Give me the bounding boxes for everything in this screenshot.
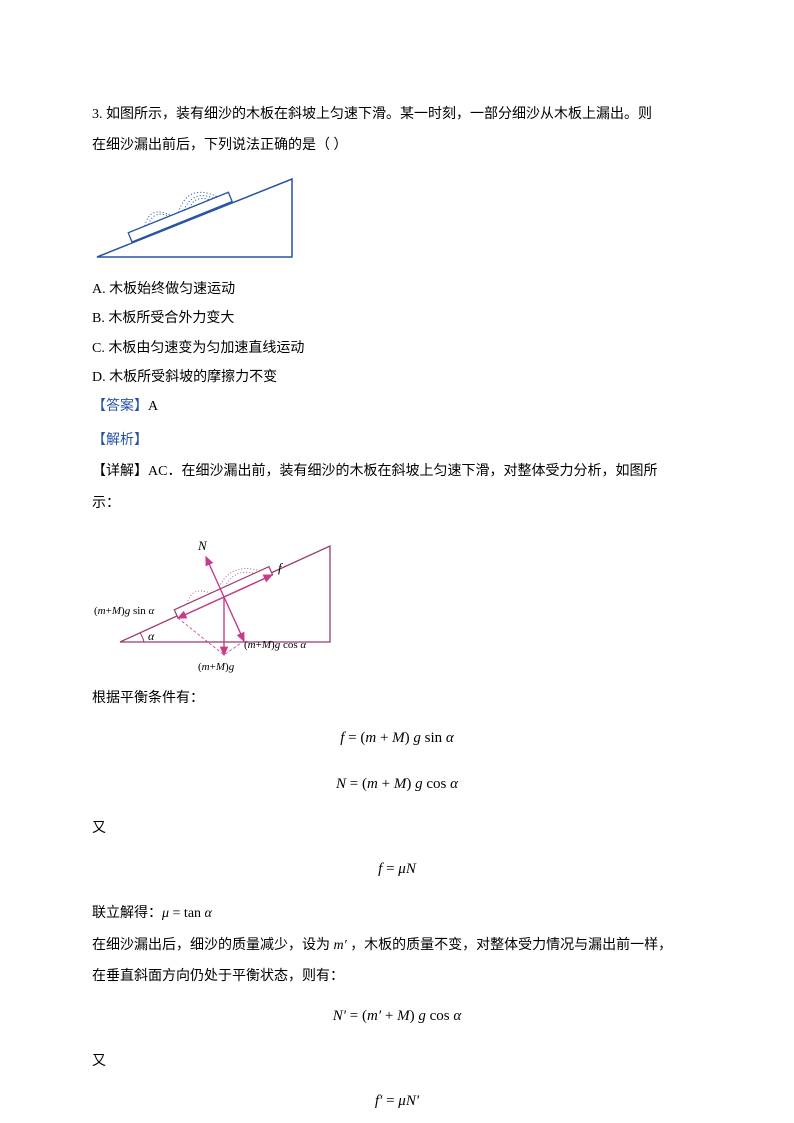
p2: 根据平衡条件有： (92, 684, 702, 713)
p5: 在细沙漏出后，细沙的质量减少，设为 m′ ，木板的质量不变，对整体受力情况与漏出… (92, 931, 702, 960)
answer-label: 【答案】 (92, 399, 148, 414)
question-stem-line1: 3. 如图所示，装有细沙的木板在斜坡上匀速下滑。某一时刻，一部分细沙从木板上漏出… (92, 100, 702, 129)
p4: 联立解得：μ = tan α (92, 899, 702, 928)
p4-math: μ = tan α (162, 906, 212, 921)
detail-label: 【详解】 (92, 464, 148, 479)
question-stem-line2: 在细沙漏出前后，下列说法正确的是（ ） (92, 131, 702, 160)
option-a: A. 木板始终做匀速运动 (92, 275, 702, 304)
label-alpha: α (148, 629, 155, 643)
option-c: C. 木板由匀速变为匀加速直线运动 (92, 334, 702, 363)
stem-text-1: 如图所示，装有细沙的木板在斜坡上匀速下滑。某一时刻，一部分细沙从木板上漏出。则 (106, 107, 652, 122)
label-mgcos: (m+M)g cos α (244, 639, 306, 651)
equation-4: N′ = (m′ + M) g cos α (92, 1001, 702, 1033)
option-b: B. 木板所受合外力变大 (92, 304, 702, 333)
p7: 又 (92, 1047, 702, 1076)
p6: 在垂直斜面方向仍处于平衡状态，则有： (92, 962, 702, 991)
equation-3: f = μN (92, 854, 702, 886)
p4a: 联立解得： (92, 906, 162, 921)
option-d: D. 木板所受斜坡的摩擦力不变 (92, 363, 702, 392)
equation-2: N = (m + M) g cos α (92, 769, 702, 801)
label-mgsin: (m+M)g sin α (94, 605, 155, 617)
equation-5: f′ = μN′ (92, 1086, 702, 1118)
label-mg: (m+M)g (198, 661, 235, 673)
analysis-label: 【解析】 (92, 426, 148, 455)
label-n: N (197, 538, 208, 553)
detail-p1b: 示： (92, 489, 702, 518)
answer-value: A (148, 399, 158, 414)
question-number: 3. (92, 107, 103, 122)
p3: 又 (92, 814, 702, 843)
detail-p1a: AC．在细沙漏出前，装有细沙的木板在斜坡上匀速下滑，对整体受力分析，如图所 (148, 464, 657, 479)
equation-1: f = (m + M) g sin α (92, 723, 702, 755)
answer-row: 【答案】A (92, 392, 702, 421)
figure-force-diagram: α N f (m+M)g sin α (m+M (92, 524, 702, 674)
detail-p1: 【详解】AC．在细沙漏出前，装有细沙的木板在斜坡上匀速下滑，对整体受力分析，如图… (92, 457, 702, 486)
figure-incline-sand (92, 167, 702, 265)
